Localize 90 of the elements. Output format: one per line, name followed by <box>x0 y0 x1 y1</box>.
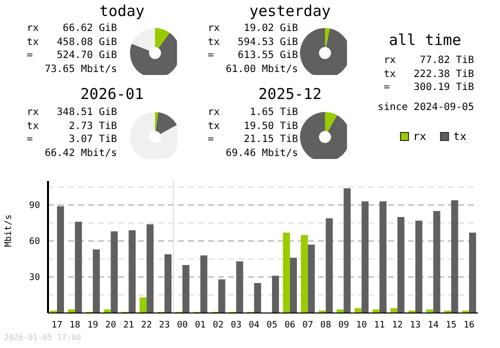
legend-label: rx <box>413 130 426 143</box>
text: tx 19.50 TiB <box>206 120 298 133</box>
chart-title: 2025-12 <box>257 85 323 103</box>
bar <box>110 231 118 313</box>
x-tick-label: 13 <box>410 320 421 330</box>
bar <box>272 276 279 313</box>
x-tick-label: 06 <box>284 320 296 330</box>
bar <box>380 201 386 313</box>
x-tick-label: 11 <box>374 320 385 330</box>
bar <box>390 308 398 313</box>
text: tx 458.08 GiB <box>26 36 117 49</box>
x-tick-label: 17 <box>52 320 62 330</box>
x-tick-label: 12 <box>392 320 403 330</box>
donut-slice <box>132 28 155 51</box>
x-tick-label: 01 <box>194 320 206 330</box>
text: tx 594.53 GiB <box>206 36 298 49</box>
x-tick-label: 18 <box>69 320 80 330</box>
text: = 21.15 TiB <box>206 133 298 146</box>
text: = 300.19 TiB <box>382 81 474 94</box>
donut-slice <box>325 112 338 132</box>
x-tick-label: 16 <box>464 320 474 330</box>
x-tick-label: 04 <box>248 320 260 330</box>
bar <box>254 283 262 313</box>
text: since 2024-09-05 <box>376 101 474 114</box>
text: = 3.07 TiB <box>26 133 117 146</box>
text: rx 19.02 GiB <box>206 22 298 36</box>
text: all time <box>388 31 462 49</box>
bar <box>469 232 476 313</box>
y-tick-label: 30 <box>29 273 40 284</box>
text: 73.65 Mbit/s <box>44 62 117 76</box>
bar <box>128 230 136 313</box>
bar <box>57 206 64 313</box>
text: tx 2.73 TiB <box>26 120 117 133</box>
x-tick-label: 05 <box>266 320 278 330</box>
donut-slice <box>156 112 177 134</box>
x-tick-label: 07 <box>302 320 314 330</box>
text: = 524.70 GiB <box>26 49 117 62</box>
chart-title: 2026-01 <box>79 85 145 103</box>
bar <box>182 265 190 313</box>
bar <box>164 254 172 313</box>
donut-slice <box>155 112 158 132</box>
x-tick-label: 14 <box>428 320 439 330</box>
bar <box>451 200 458 313</box>
y-tick-label: 60 <box>29 237 40 248</box>
bar <box>74 222 82 313</box>
bar <box>354 308 362 313</box>
text: rx 348.51 GiB <box>26 106 117 120</box>
bar <box>326 218 333 313</box>
bar <box>397 217 404 313</box>
bar <box>218 279 226 313</box>
x-tick-label: 03 <box>230 320 242 330</box>
bar <box>362 201 369 313</box>
bar <box>308 244 315 313</box>
bar <box>300 235 308 313</box>
legend-label: tx <box>453 130 466 143</box>
x-tick-label: 21 <box>123 320 134 330</box>
bar <box>282 232 290 313</box>
text: = 613.55 GiB <box>206 49 298 62</box>
bar <box>200 255 208 313</box>
bar <box>290 258 297 313</box>
x-tick-label: 19 <box>87 320 98 330</box>
bar <box>236 261 244 313</box>
bar <box>146 224 154 313</box>
text: tx 222.38 TiB <box>382 68 474 81</box>
chart-title: yesterday <box>248 2 332 20</box>
text: rx 1.65 TiB <box>206 106 298 120</box>
chart-title: today <box>98 2 146 20</box>
x-tick-label: 15 <box>446 320 457 330</box>
text: rx 66.62 GiB <box>26 22 117 36</box>
x-tick-label: 10 <box>356 320 367 330</box>
x-tick-label: 00 <box>176 320 188 330</box>
x-tick-label: 09 <box>338 320 350 330</box>
x-tick-label: 23 <box>159 320 170 330</box>
text: rx 77.82 TiB <box>382 54 474 68</box>
x-tick-label: 08 <box>320 320 332 330</box>
bar <box>140 297 147 313</box>
y-tick-label: 90 <box>29 201 40 212</box>
text: 69.46 Mbit/s <box>224 146 298 160</box>
x-tick-label: 02 <box>212 320 224 330</box>
donut-slice <box>155 28 170 48</box>
text: 66.42 Mbit/s <box>44 146 117 160</box>
bar <box>433 211 440 313</box>
x-tick-label: 22 <box>141 320 152 330</box>
bar <box>415 220 422 313</box>
x-tick-label: 20 <box>105 320 116 330</box>
y-axis-title: Mbit/s <box>4 214 14 247</box>
bar <box>344 188 351 313</box>
text: 61.00 Mbit/s <box>224 62 298 76</box>
bar <box>92 249 100 313</box>
donut-slice <box>325 28 330 48</box>
